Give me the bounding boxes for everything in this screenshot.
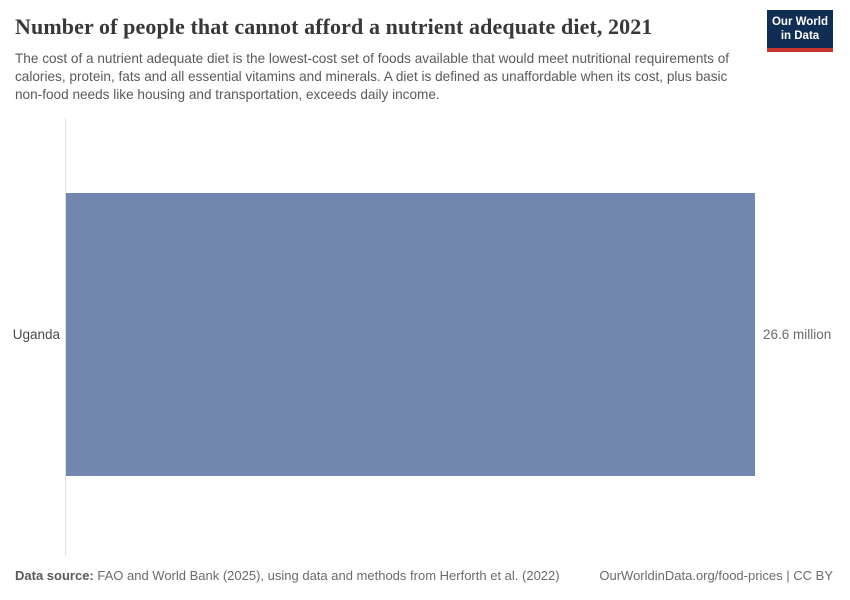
value-label-uganda: 26.6 million	[763, 327, 832, 342]
owid-logo: Our World in Data	[767, 10, 833, 52]
credit-link[interactable]: OurWorldinData.org/food-prices | CC BY	[599, 568, 833, 583]
chart-footer: Data source: FAO and World Bank (2025), …	[15, 568, 833, 583]
bar-uganda[interactable]	[66, 193, 755, 476]
y-axis-line	[65, 118, 66, 556]
plot-area: Uganda 26.6 million	[0, 118, 850, 556]
page-title: Number of people that cannot afford a nu…	[15, 14, 653, 39]
data-source-label: Data source:	[15, 568, 94, 583]
bar-row-uganda: Uganda 26.6 million	[0, 193, 850, 476]
entity-label-uganda[interactable]: Uganda	[12, 327, 60, 342]
owid-logo-line2: in Data	[780, 30, 820, 43]
bar-track	[66, 193, 755, 476]
owid-logo-line1: Our World	[771, 16, 828, 28]
chart-subtitle: The cost of a nutrient adequate diet is …	[15, 51, 730, 103]
data-source-text: FAO and World Bank (2025), using data an…	[93, 568, 560, 583]
data-source: Data source: FAO and World Bank (2025), …	[15, 568, 560, 583]
